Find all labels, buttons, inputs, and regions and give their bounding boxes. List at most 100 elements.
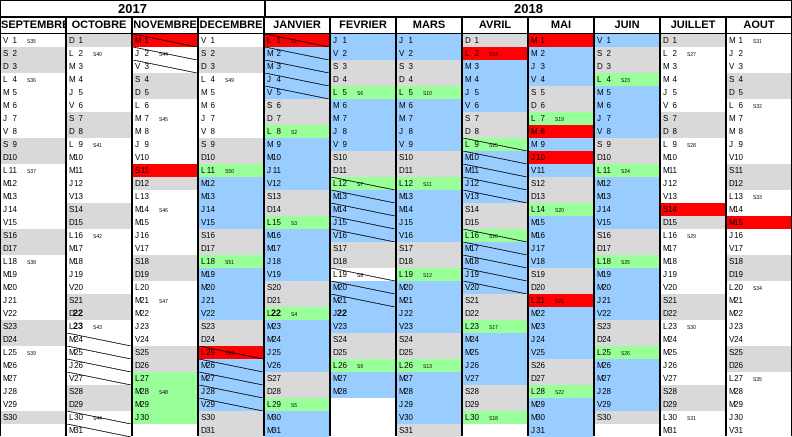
year-header-2018: 2018 <box>265 0 792 17</box>
day-cell: V 27 <box>661 372 725 385</box>
day-number: 1 <box>144 36 149 45</box>
weekday-letter: M <box>333 114 340 123</box>
day-number: 16 <box>140 231 149 240</box>
month-column: V 1 S 2 D 3 L 4 S23 M 5 M 6 J 7 V 8 S 9 D 10 L 11 S24 M 12 M 13 J 14 V… <box>594 34 660 436</box>
day-number: 28 <box>8 387 17 396</box>
weekday-letter: L <box>729 374 734 383</box>
day-cell: D 27 <box>529 372 593 385</box>
weekday-letter: M <box>465 166 472 175</box>
day-number: 10 <box>140 153 149 162</box>
day-cell: V 29 <box>1 398 65 411</box>
day-number: 14 <box>272 205 281 214</box>
weekday-letter: L <box>399 270 404 279</box>
day-number: 15 <box>470 218 479 227</box>
weekday-letter: S <box>201 322 207 331</box>
day-cell: M 18 <box>67 255 131 268</box>
day-cell: L 11 S37 <box>1 164 65 177</box>
day-number: 18 <box>272 257 281 266</box>
day-number: 10 <box>734 153 743 162</box>
month-header-mars: MARS <box>396 17 462 34</box>
weekday-letter: M <box>267 244 274 253</box>
day-number: 28 <box>74 387 83 396</box>
day-cell: D 28 <box>265 385 329 398</box>
day-number: 18 <box>404 257 413 266</box>
day-number: 15 <box>272 218 281 227</box>
day-number: 12 <box>734 179 743 188</box>
day-number: 23 <box>536 322 545 331</box>
weekday-letter: L <box>3 348 8 357</box>
day-cell: M 19 <box>595 268 659 281</box>
week-number: S26 <box>621 351 630 357</box>
weekday-letter: M <box>3 374 10 383</box>
day-number: 17 <box>536 244 545 253</box>
weekday-letter: M <box>597 361 604 370</box>
day-cell: J 12 <box>463 177 527 190</box>
weekday-letter: L <box>663 140 668 149</box>
weekday-letter: D <box>267 387 273 396</box>
day-cell: M 22 <box>727 307 791 320</box>
weekday-letter: L <box>465 140 470 149</box>
weekday-letter: D <box>201 426 207 435</box>
weekday-letter: M <box>663 335 670 344</box>
day-cell: M 15 <box>727 216 791 229</box>
day-number: 14 <box>602 205 611 214</box>
week-number: S27 <box>687 52 696 58</box>
day-number: 5 <box>78 88 83 97</box>
day-cell: L 26 S13 <box>397 359 461 372</box>
day-number: 1 <box>672 36 677 45</box>
weekday-letter: D <box>69 127 75 136</box>
weekday-letter: M <box>531 127 538 136</box>
day-number: 25 <box>272 348 281 357</box>
day-cell: M 30 <box>529 411 593 424</box>
weekday-letter: M <box>399 387 406 396</box>
day-cell: V 16 <box>397 229 461 242</box>
day-number: 16 <box>206 231 215 240</box>
day-number: 7 <box>276 114 281 123</box>
weekday-letter: J <box>597 296 601 305</box>
day-number: 10 <box>8 153 17 162</box>
day-number: 20 <box>74 283 83 292</box>
weekday-letter: S <box>201 140 207 149</box>
month-header-decembre: DECEMBRE <box>198 17 264 34</box>
day-cell: M 28 <box>727 385 791 398</box>
day-cell: M 10 <box>661 151 725 164</box>
day-number: 19 <box>338 270 347 279</box>
day-number: 6 <box>342 101 347 110</box>
day-number: 17 <box>734 244 743 253</box>
weekday-letter: J <box>465 361 469 370</box>
weekday-letter: L <box>399 88 404 97</box>
day-cell: M 11 <box>67 164 131 177</box>
month-column: V 1 S35 S 2 D 3 L 4 S36 M 5 M 6 J 7 V 8 S 9 D 10 L 11 S37 M 12 M 13 J… <box>0 34 66 436</box>
day-cell: V 23 <box>331 320 395 333</box>
weekday-letter: S <box>597 322 603 331</box>
weekday-letter: M <box>69 335 76 344</box>
day-number: 13 <box>602 192 611 201</box>
day-cell: M 15 <box>133 216 197 229</box>
weekday-letter: M <box>3 361 10 370</box>
week-number: S38 <box>27 260 36 266</box>
day-cell: D 24 <box>199 333 263 346</box>
day-cell: M 20 <box>199 281 263 294</box>
day-number: 31 <box>272 426 281 435</box>
day-cell: S 16 <box>199 229 263 242</box>
day-number: 15 <box>668 218 677 227</box>
day-cell: M 12 <box>1 177 65 190</box>
weekday-letter: D <box>663 218 669 227</box>
weekday-letter: V <box>3 218 9 227</box>
day-cell: M 14 S46 <box>133 203 197 216</box>
day-number: 7 <box>78 114 83 123</box>
weekday-letter: L <box>465 231 470 240</box>
weekday-letter: V <box>333 140 339 149</box>
day-number: 12 <box>404 179 413 188</box>
day-cell: J 28 <box>1 385 65 398</box>
day-number: 13 <box>470 192 479 201</box>
week-number: S15 <box>489 143 498 149</box>
weekday-letter: J <box>531 335 535 344</box>
weekday-letter: M <box>663 348 670 357</box>
day-number: 8 <box>474 127 479 136</box>
day-number: 15 <box>206 218 215 227</box>
